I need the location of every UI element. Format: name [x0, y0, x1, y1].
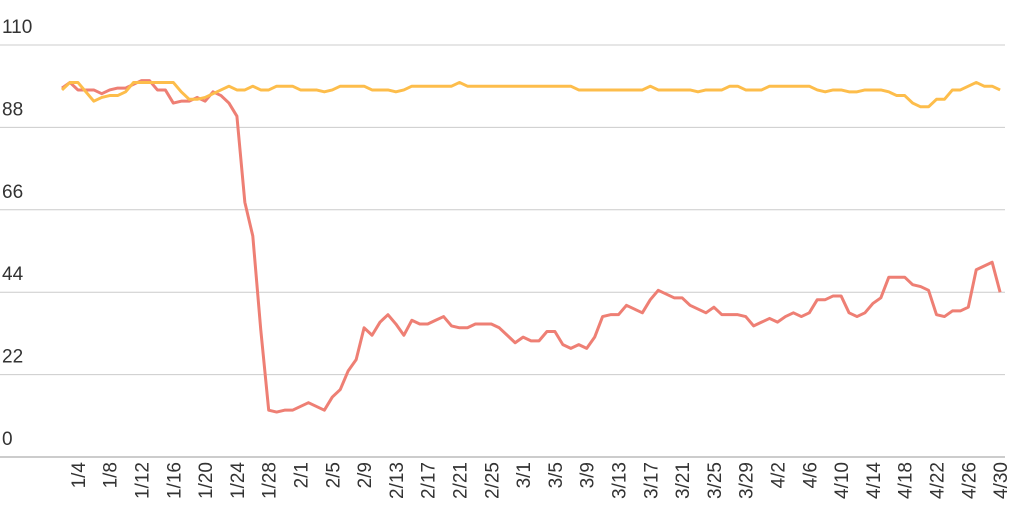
x-tick-label: 1/8: [101, 462, 122, 488]
x-tick-label: 3/21: [673, 462, 694, 499]
x-tick-label: 4/22: [928, 462, 949, 499]
y-tick-label: 110: [2, 17, 32, 38]
x-tick-label: 3/1: [514, 462, 535, 488]
x-tick-label: 2/1: [292, 462, 313, 488]
x-tick-label: 3/5: [546, 462, 567, 488]
y-tick-label: 88: [2, 99, 23, 120]
x-tick-label: 4/30: [991, 462, 1012, 499]
x-tick-label: 3/25: [705, 462, 726, 499]
x-tick-label: 2/13: [387, 462, 408, 499]
x-tick-label: 4/10: [832, 462, 853, 499]
x-tick-label: 1/20: [196, 462, 217, 499]
y-tick-label: 22: [2, 347, 23, 368]
x-tick-label: 2/17: [419, 462, 440, 499]
y-tick-label: 44: [2, 264, 24, 285]
y-tick-label: 66: [2, 182, 23, 203]
x-tick-label: 2/9: [355, 462, 376, 488]
x-tick-label: 4/14: [864, 462, 885, 499]
x-tick-label: 3/29: [737, 462, 758, 499]
x-tick-label: 3/13: [610, 462, 631, 499]
line-series: [60, 80, 1001, 109]
x-tick-label: 4/6: [800, 462, 821, 488]
line-series: [61, 79, 1002, 414]
x-tick-label: 1/4: [69, 462, 90, 489]
x-tick-label: 2/21: [451, 462, 472, 499]
y-tick-label: 0: [2, 429, 13, 450]
x-tick-label: 2/25: [482, 462, 503, 499]
x-tick-label: 1/12: [133, 462, 154, 499]
x-tick-label: 1/24: [228, 462, 249, 499]
x-tick-label: 3/17: [641, 462, 662, 499]
x-tick-label: 3/9: [578, 462, 599, 488]
x-tick-label: 1/16: [164, 462, 185, 499]
x-tick-label: 4/18: [896, 462, 917, 499]
x-tick-label: 4/26: [959, 462, 980, 499]
x-tick-label: 4/2: [769, 462, 790, 488]
x-tick-label: 1/28: [260, 462, 281, 499]
x-tick-label: 2/5: [323, 462, 344, 488]
